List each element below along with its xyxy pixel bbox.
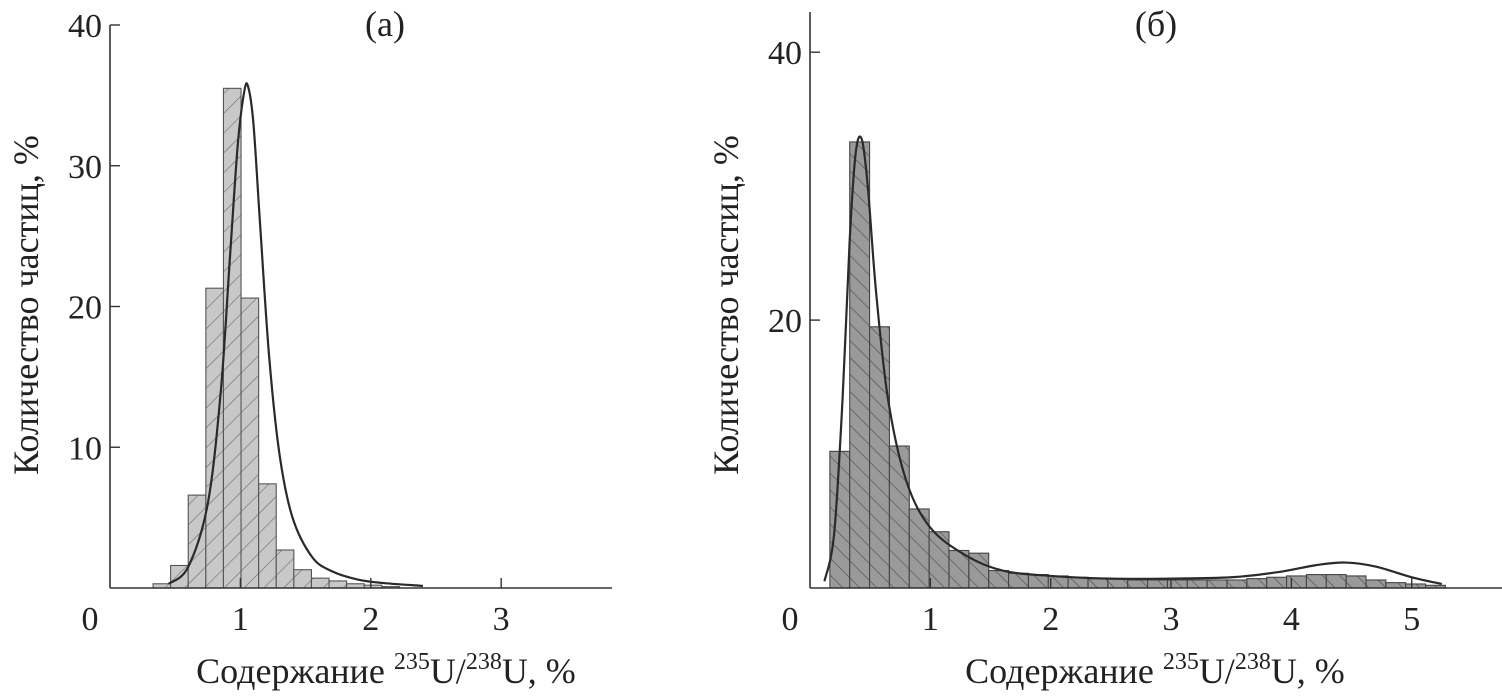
bar-b-0 bbox=[829, 450, 851, 589]
bar-b-1 bbox=[849, 141, 871, 589]
bar-b-26 bbox=[1345, 575, 1367, 589]
panel-b: 20 40 1 2 3 4 5 0 (б) Количество частиц, % Соде… bbox=[706, 4, 1502, 691]
bar-b-24 bbox=[1305, 574, 1327, 589]
y-tick-label-a-20: 20 bbox=[68, 290, 102, 327]
bar-b-2 bbox=[869, 326, 890, 589]
x-tick-label-a-3: 3 bbox=[493, 601, 510, 638]
x-tick-label-b-4: 4 bbox=[1283, 601, 1300, 638]
x-tick-label-a-2: 2 bbox=[362, 601, 379, 638]
bar-b-28 bbox=[1385, 582, 1407, 589]
histogram-bars-b bbox=[829, 141, 1446, 589]
panel-label-b: (б) bbox=[1135, 4, 1177, 44]
bar-a-6 bbox=[258, 483, 277, 589]
y-tick-label-a-10: 10 bbox=[68, 430, 102, 467]
y-tick-label-b-40: 40 bbox=[768, 35, 802, 72]
axes-b: 20 40 1 2 3 4 5 0 bbox=[768, 12, 1502, 638]
bar-b-8 bbox=[988, 570, 1010, 589]
y-tick-label-b-20: 20 bbox=[768, 303, 802, 340]
bar-b-14 bbox=[1107, 578, 1129, 589]
bar-a-5 bbox=[240, 297, 260, 589]
bar-a-8 bbox=[293, 569, 313, 589]
x-tick-label-b-1: 1 bbox=[922, 601, 939, 638]
panel-label-a: (a) bbox=[365, 4, 405, 44]
x-tick-label-b-2: 2 bbox=[1042, 601, 1059, 638]
bar-b-5 bbox=[928, 531, 950, 589]
bar-b-9 bbox=[1008, 572, 1029, 589]
x-axis-title-a: Содержание 235U/238U, % bbox=[196, 649, 576, 691]
bar-b-21 bbox=[1246, 578, 1268, 589]
x-tick-label-b-3: 3 bbox=[1163, 601, 1180, 638]
bar-b-25 bbox=[1325, 574, 1347, 589]
bar-b-16 bbox=[1147, 579, 1168, 589]
bar-b-15 bbox=[1127, 579, 1149, 589]
bar-a-10 bbox=[328, 580, 348, 589]
origin-label-b: 0 bbox=[782, 601, 799, 638]
y-axis-title-a: Количество частиц, % bbox=[6, 135, 46, 475]
bar-b-20 bbox=[1226, 579, 1248, 589]
bar-a-3 bbox=[205, 287, 224, 589]
x-axis-title-b: Содержание 235U/238U, % bbox=[965, 649, 1345, 691]
bar-b-22 bbox=[1266, 576, 1288, 589]
bar-b-23 bbox=[1286, 575, 1307, 589]
bar-a-9 bbox=[310, 577, 330, 589]
origin-label-a: 0 bbox=[82, 601, 99, 638]
y-tick-label-a-40: 40 bbox=[68, 8, 102, 45]
x-tick-label-a-1: 1 bbox=[232, 601, 249, 638]
bar-b-13 bbox=[1087, 578, 1109, 589]
bar-a-2 bbox=[187, 494, 207, 589]
y-axis-title-b: Количество частиц, % bbox=[706, 135, 746, 475]
bar-b-27 bbox=[1365, 579, 1387, 589]
bar-b-3 bbox=[888, 445, 910, 589]
fit-curve-b bbox=[823, 135, 1443, 586]
x-tick-label-b-5: 5 bbox=[1403, 601, 1420, 638]
histogram-bars-a bbox=[152, 87, 401, 589]
bar-a-4 bbox=[222, 87, 242, 589]
y-tick-label-a-30: 30 bbox=[68, 149, 102, 186]
bar-b-19 bbox=[1206, 579, 1228, 589]
bar-a-7 bbox=[275, 549, 295, 589]
fit-curve-a bbox=[167, 82, 424, 587]
bar-b-18 bbox=[1186, 579, 1208, 589]
